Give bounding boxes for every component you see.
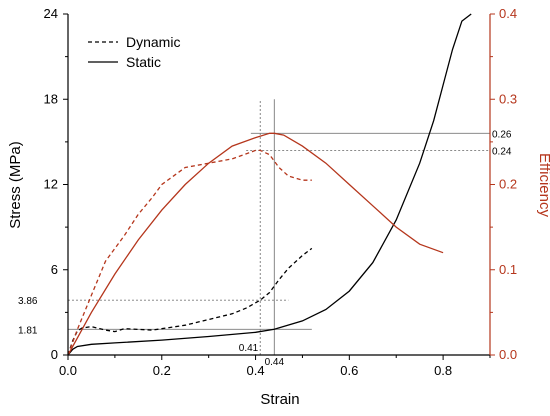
reference-label-0.26: 0.26 <box>492 129 512 140</box>
series-efficiency-static <box>67 132 444 356</box>
y-left-tick-label: 12 <box>44 177 58 192</box>
legend-label-dynamic: Dynamic <box>126 34 180 50</box>
y-right-tick-label: 0.0 <box>499 347 517 362</box>
x-axis-title: Strain <box>260 391 299 408</box>
reference-label-0.41: 0.41 <box>239 343 259 354</box>
y-axis-title-left: Stress (MPa) <box>7 141 24 229</box>
legend-label-static: Static <box>126 54 161 70</box>
series-stress-static <box>67 13 472 356</box>
y-right-tick-label: 0.2 <box>499 177 517 192</box>
y-right-tick-label: 0.4 <box>499 6 517 21</box>
reference-label-0.44: 0.44 <box>265 357 285 368</box>
axes: 0.0 0.2 0.4 0.6 0.8 0 6 12 18 24 0.0 0.1 0.2 0.3 0.4 <box>44 6 518 378</box>
series-layer <box>67 13 472 356</box>
reference-label-1.81: 1.81 <box>18 325 38 336</box>
y-left-tick-label: 24 <box>44 6 58 21</box>
y-right-tick-label: 0.1 <box>499 262 517 277</box>
y-right-tick-label: 0.3 <box>499 91 517 106</box>
y-axis-title-right: Efficiency <box>536 153 550 217</box>
y-left-tick-label: 6 <box>51 262 58 277</box>
legend: Dynamic Static <box>88 34 180 70</box>
series-efficiency-dynamic <box>67 149 312 356</box>
reference-labels: 0.26 0.24 3.86 1.81 0.41 0.44 <box>18 129 512 368</box>
reference-label-3.86: 3.86 <box>18 296 38 307</box>
x-tick-label: 0.0 <box>59 363 77 378</box>
reference-lines <box>68 99 490 355</box>
x-tick-label: 0.6 <box>340 363 358 378</box>
x-tick-label: 0.2 <box>153 363 171 378</box>
reference-label-0.24: 0.24 <box>492 146 512 157</box>
series-stress-dynamic <box>67 247 313 356</box>
x-tick-label: 0.4 <box>247 363 265 378</box>
y-left-tick-label: 18 <box>44 91 58 106</box>
y-left-tick-label: 0 <box>51 347 58 362</box>
x-tick-label: 0.8 <box>434 363 452 378</box>
